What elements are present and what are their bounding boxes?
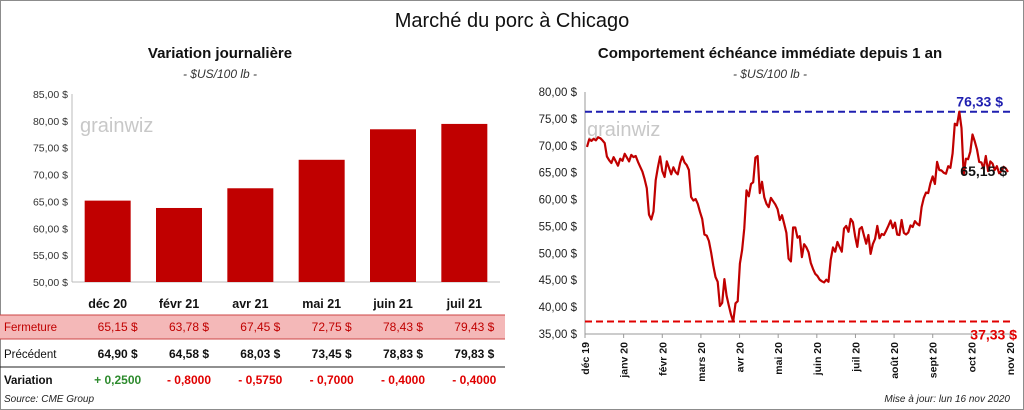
- y-tick-label: 65,00 $: [539, 168, 578, 180]
- x-tick-label: déc 19: [580, 342, 592, 375]
- x-tick-label: févr 20: [657, 342, 669, 376]
- y-tick-label: 55,00 $: [33, 250, 68, 262]
- table-cell: 72,75 $: [312, 320, 352, 334]
- table-cell: 78,43 $: [383, 320, 423, 334]
- table-row-highlight: [0, 315, 505, 339]
- watermark: grainwiz: [80, 115, 153, 137]
- x-tick-label: juil 21: [446, 297, 482, 311]
- table-cell: 64,58 $: [169, 347, 209, 361]
- line-chart-title: Comportement échéance immédiate depuis 1…: [597, 45, 943, 62]
- x-tick-label: sept 20: [928, 342, 940, 378]
- table-cell: 63,78 $: [169, 320, 209, 334]
- x-tick-label: juin 21: [372, 297, 413, 311]
- table-row-label: Variation: [4, 375, 53, 387]
- y-tick-label: 50,00 $: [33, 277, 68, 289]
- x-tick-label: nov 20: [1005, 342, 1017, 375]
- x-tick-label: janv 20: [619, 342, 631, 379]
- y-tick-label: 75,00 $: [539, 114, 578, 126]
- y-tick-label: 80,00 $: [539, 87, 578, 99]
- y-tick-label: 75,00 $: [33, 143, 68, 155]
- x-tick-label: avr 21: [232, 297, 268, 311]
- table-cell: 78,83 $: [383, 347, 423, 361]
- y-tick-label: 85,00 $: [33, 89, 68, 101]
- table-cell: 64,90 $: [98, 347, 138, 361]
- bar: [227, 188, 274, 282]
- bar-chart: grainwiz 50,00 $ 55,00 $ 60,00 $ 65,00 $ 70,0…: [0, 89, 505, 387]
- y-tick-label: 80,00 $: [33, 116, 68, 128]
- y-tick-label: 70,00 $: [33, 170, 68, 182]
- table-cell: 68,03 $: [240, 347, 280, 361]
- table-row-label: Précédent: [4, 349, 57, 361]
- x-tick-label: juil 20: [850, 342, 862, 373]
- table-cell: + 0,2500: [94, 373, 141, 387]
- table-cell: - 0,5750: [238, 373, 282, 387]
- y-tick-label: 70,00 $: [539, 141, 578, 153]
- y-tick-label: 60,00 $: [539, 195, 578, 207]
- x-tick-label: févr 21: [159, 297, 199, 311]
- line-chart: grainwiz 35,00 $ 40,00 $ 45,00 $ 50,00 $ 55,0…: [539, 87, 1018, 382]
- bar: [156, 207, 202, 282]
- bar-chart-title: Variation journalière: [147, 45, 293, 62]
- x-tick-label: mars 20: [696, 342, 708, 382]
- x-tick-label: déc 20: [88, 297, 127, 311]
- x-tick-label: oct 20: [966, 342, 978, 373]
- table-cell: 67,45 $: [240, 320, 280, 334]
- bar: [441, 123, 488, 282]
- bar: [84, 200, 131, 282]
- main-title: Marché du porc à Chicago: [394, 10, 630, 32]
- line-chart-unit: - $US/100 lb -: [732, 67, 808, 81]
- bar: [298, 159, 345, 282]
- bar-chart-unit: - $US/100 lb -: [182, 67, 258, 81]
- table-cell: - 0,8000: [167, 373, 211, 387]
- series-line: [585, 110, 1009, 323]
- table-cell: 79,43 $: [454, 320, 494, 334]
- y-tick-label: 40,00 $: [539, 302, 578, 314]
- x-tick-label: avr 20: [735, 342, 747, 373]
- y-tick-label: 45,00 $: [539, 275, 578, 287]
- y-tick-label: 65,00 $: [33, 196, 68, 208]
- source-note: Source: CME Group: [4, 394, 95, 405]
- table-cell: - 0,7000: [310, 373, 354, 387]
- table-row-label: Fermeture: [4, 322, 57, 334]
- x-tick-label: mai 20: [773, 342, 785, 375]
- x-tick-label: août 20: [889, 342, 901, 379]
- bar: [370, 129, 416, 282]
- watermark: grainwiz: [587, 119, 660, 141]
- y-tick-label: 55,00 $: [539, 221, 578, 233]
- last-value-label: 65,15 $: [960, 163, 1007, 179]
- x-tick-label: juin 20: [812, 342, 824, 376]
- min-label: 37,33 $: [970, 326, 1017, 342]
- max-label: 76,33 $: [956, 94, 1003, 110]
- update-note: Mise à jour: lun 16 nov 2020: [884, 394, 1010, 405]
- y-tick-label: 60,00 $: [33, 223, 68, 235]
- table-cell: 65,15 $: [98, 320, 138, 334]
- x-tick-label: mai 21: [302, 297, 341, 311]
- table-cell: 79,83 $: [454, 347, 494, 361]
- y-tick-label: 50,00 $: [539, 248, 578, 260]
- table-cell: 73,45 $: [312, 347, 352, 361]
- table-cell: - 0,4000: [381, 373, 425, 387]
- y-tick-label: 35,00 $: [539, 329, 578, 341]
- table-cell: - 0,4000: [452, 373, 496, 387]
